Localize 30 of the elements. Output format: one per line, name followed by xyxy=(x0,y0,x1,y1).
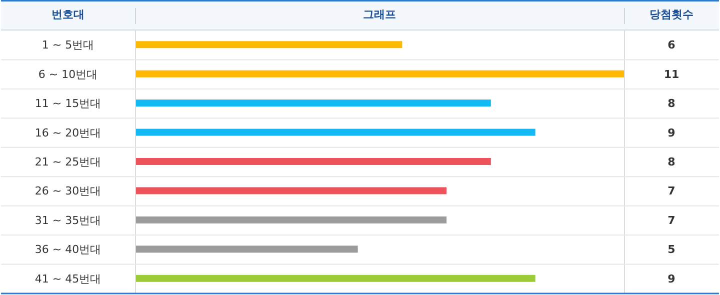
data-label: 11 xyxy=(664,68,680,81)
y-tick-label: 41 ~ 45번대 xyxy=(34,272,102,286)
chart-title: 그래프 xyxy=(363,8,396,21)
data-label: 9 xyxy=(668,126,676,140)
data-label: 8 xyxy=(668,97,676,110)
bar xyxy=(136,41,402,48)
bar xyxy=(136,128,536,136)
y-tick-label: 36 ~ 40번대 xyxy=(34,243,102,256)
y-axis-title: 번호대 xyxy=(52,8,84,21)
y-tick-label: 16 ~ 20번대 xyxy=(34,126,102,140)
y-tick-label: 1 ~ 5번대 xyxy=(42,38,94,52)
data-label: 9 xyxy=(668,272,676,286)
data-label: 8 xyxy=(668,156,676,168)
bar xyxy=(136,274,536,282)
bar xyxy=(136,100,491,107)
y2-axis-title: 당첨횟수 xyxy=(650,8,694,21)
bar xyxy=(136,246,358,253)
bar xyxy=(136,70,624,78)
bar xyxy=(136,187,447,194)
y-tick-label: 26 ~ 30번대 xyxy=(34,184,102,198)
data-label: 7 xyxy=(668,184,676,198)
data-label: 5 xyxy=(668,243,676,256)
y-tick-label: 21 ~ 25번대 xyxy=(34,156,102,168)
bar xyxy=(136,158,491,165)
y-tick-label: 6 ~ 10번대 xyxy=(38,68,98,81)
y-tick-label: 31 ~ 35번대 xyxy=(34,214,102,227)
y-tick-label: 11 ~ 15번대 xyxy=(34,97,102,110)
data-label: 6 xyxy=(668,38,676,52)
bar xyxy=(136,216,447,224)
data-label: 7 xyxy=(668,214,676,227)
